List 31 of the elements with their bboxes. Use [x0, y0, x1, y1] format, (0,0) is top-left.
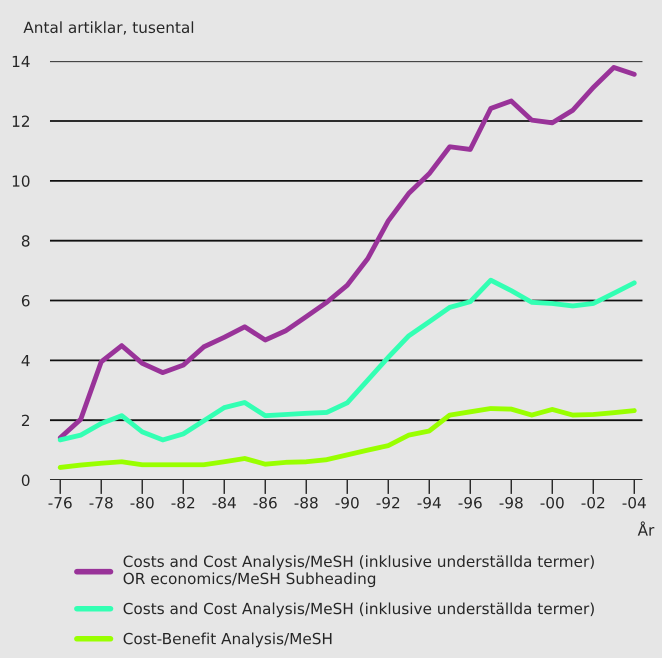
legend-label: Cost-Benefit Analysis/MeSH: [124, 632, 332, 648]
x-tick-label: -04: [622, 496, 646, 509]
line-series: [58, 278, 637, 442]
y-tick-label: 0: [22, 474, 30, 486]
x-tick-label: -90: [336, 496, 359, 509]
x-tick-label: -80: [130, 496, 154, 509]
y-tick-label: 12: [12, 115, 30, 127]
x-tick-label: -78: [90, 496, 113, 509]
x-tick-label: -86: [254, 496, 277, 509]
legend-label: Costs and Cost Analysis/MeSH (inklusive underställda termer): [124, 602, 594, 618]
x-tick-label: -96: [458, 496, 482, 509]
x-tick-label: -82: [172, 496, 194, 509]
y-tick-label: 2: [22, 414, 30, 426]
legend-label: Costs and Cost Analysis/MeSH (inklusive underställda termer) OR economics/MeSH Subheading: [124, 555, 594, 588]
y-axis-title: Antal artiklar, tusental: [23, 21, 194, 35]
x-tick-label: -92: [376, 496, 400, 509]
x-tick-label: -88: [294, 496, 318, 509]
x-tick-label: -94: [418, 496, 441, 509]
x-tick-label: -76: [48, 496, 72, 509]
x-tick-label: -98: [500, 496, 523, 509]
x-tick-label: -84: [212, 496, 236, 509]
line-series: [58, 65, 637, 440]
y-tick-label: 4: [22, 355, 30, 366]
y-tick-label: 8: [22, 235, 30, 247]
y-tick-label: 14: [12, 56, 30, 67]
x-tick-label: -02: [582, 496, 604, 509]
x-axis-title: År: [638, 521, 654, 536]
y-tick-label: 6: [22, 294, 30, 307]
x-tick-label: -00: [540, 496, 564, 509]
y-tick-label: 10: [12, 175, 30, 187]
line-series: [58, 406, 637, 470]
